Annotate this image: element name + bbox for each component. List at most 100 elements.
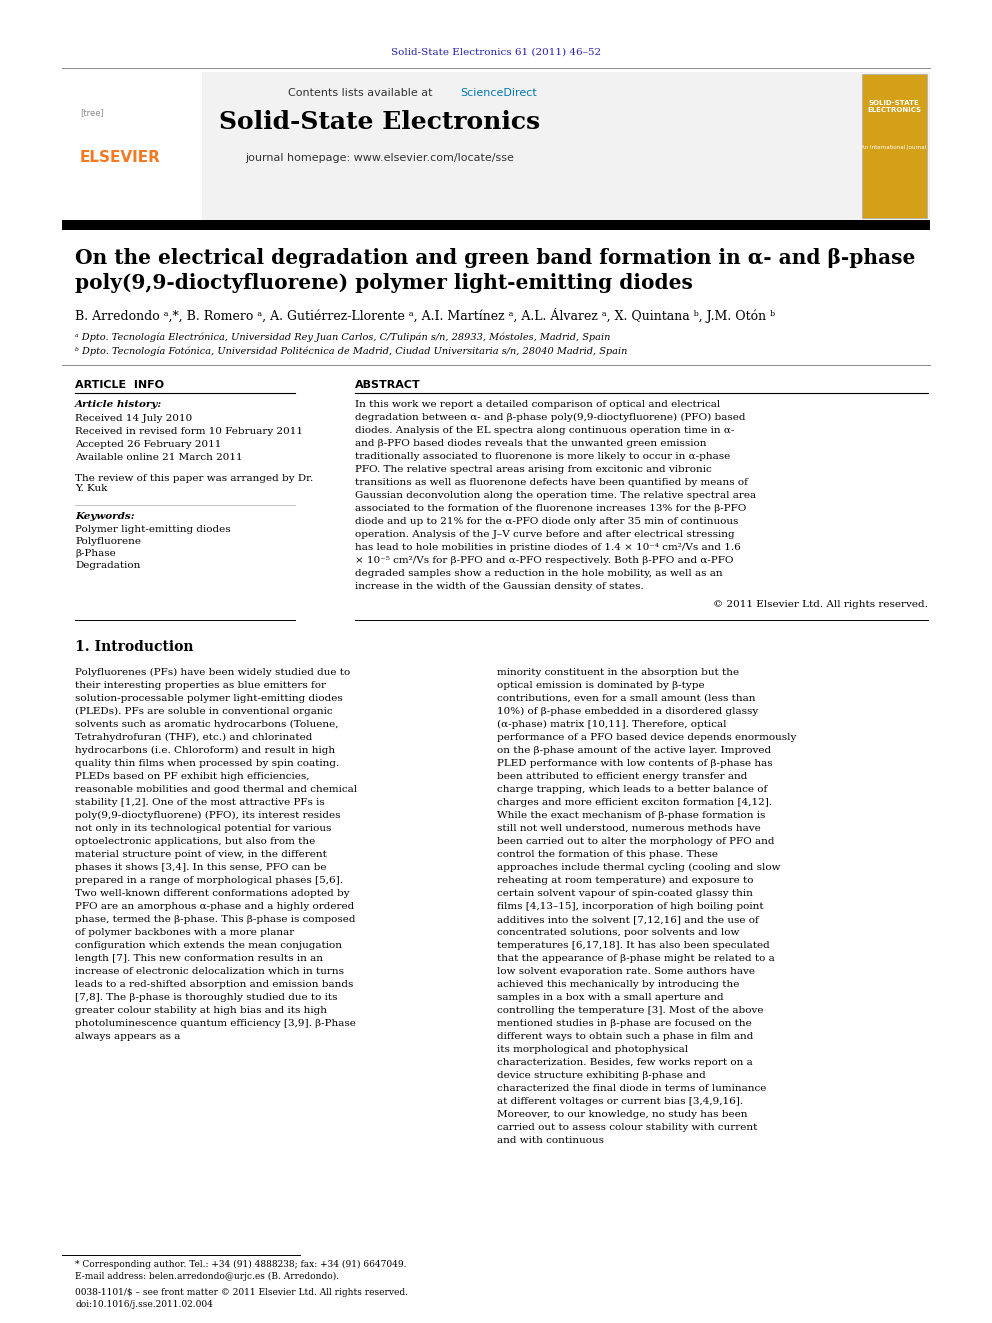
Text: solution-processable polymer light-emitting diodes: solution-processable polymer light-emitt…	[75, 695, 343, 703]
Text: photoluminescence quantum efficiency [3,9]. β-Phase: photoluminescence quantum efficiency [3,…	[75, 1019, 356, 1028]
Text: × 10⁻⁵ cm²/Vs for β-PFO and α-PFO respectively. Both β-PFO and α-PFO: × 10⁻⁵ cm²/Vs for β-PFO and α-PFO respec…	[355, 556, 733, 565]
Text: has lead to hole mobilities in pristine diodes of 1.4 × 10⁻⁴ cm²/Vs and 1.6: has lead to hole mobilities in pristine …	[355, 542, 741, 552]
Text: and β-PFO based diodes reveals that the unwanted green emission: and β-PFO based diodes reveals that the …	[355, 439, 706, 448]
Text: transitions as well as fluorenone defects have been quantified by means of: transitions as well as fluorenone defect…	[355, 478, 748, 487]
Text: journal homepage: www.elsevier.com/locate/sse: journal homepage: www.elsevier.com/locat…	[246, 153, 515, 163]
Text: charges and more efficient exciton formation [4,12].: charges and more efficient exciton forma…	[497, 798, 772, 807]
Text: (PLEDs). PFs are soluble in conventional organic: (PLEDs). PFs are soluble in conventional…	[75, 706, 332, 716]
Text: hydrocarbons (i.e. Chloroform) and result in high: hydrocarbons (i.e. Chloroform) and resul…	[75, 746, 335, 755]
Text: PFO. The relative spectral areas arising from excitonic and vibronic: PFO. The relative spectral areas arising…	[355, 464, 711, 474]
Text: Accepted 26 February 2011: Accepted 26 February 2011	[75, 441, 221, 448]
Text: ᵇ Dpto. Tecnología Fotónica, Universidad Politécnica de Madrid, Ciudad Universit: ᵇ Dpto. Tecnología Fotónica, Universidad…	[75, 347, 627, 356]
Text: low solvent evaporation rate. Some authors have: low solvent evaporation rate. Some autho…	[497, 967, 755, 976]
Bar	[62, 71, 930, 220]
Bar	[862, 74, 927, 218]
Text: optoelectronic applications, but also from the: optoelectronic applications, but also fr…	[75, 837, 315, 845]
Text: PFO are an amorphous α-phase and a highly ordered: PFO are an amorphous α-phase and a highl…	[75, 902, 354, 912]
Text: mentioned studies in β-phase are focused on the: mentioned studies in β-phase are focused…	[497, 1019, 752, 1028]
Text: certain solvent vapour of spin-coated glassy thin: certain solvent vapour of spin-coated gl…	[497, 889, 753, 898]
Text: Tetrahydrofuran (THF), etc.) and chlorinated: Tetrahydrofuran (THF), etc.) and chlorin…	[75, 733, 312, 742]
Text: diode and up to 21% for the α-PFO diode only after 35 min of continuous: diode and up to 21% for the α-PFO diode …	[355, 517, 738, 527]
Text: diodes. Analysis of the EL spectra along continuous operation time in α-: diodes. Analysis of the EL spectra along…	[355, 426, 734, 435]
Text: Received 14 July 2010: Received 14 July 2010	[75, 414, 192, 423]
Text: carried out to assess colour stability with current: carried out to assess colour stability w…	[497, 1123, 757, 1132]
Text: Contents lists available at: Contents lists available at	[288, 89, 433, 98]
Text: charge trapping, which leads to a better balance of: charge trapping, which leads to a better…	[497, 785, 767, 794]
Text: quality thin films when processed by spin coating.: quality thin films when processed by spi…	[75, 759, 339, 767]
Text: not only in its technological potential for various: not only in its technological potential …	[75, 824, 331, 833]
Text: controlling the temperature [3]. Most of the above: controlling the temperature [3]. Most of…	[497, 1005, 764, 1015]
Text: their interesting properties as blue emitters for: their interesting properties as blue emi…	[75, 681, 326, 691]
Text: characterized the final diode in terms of luminance: characterized the final diode in terms o…	[497, 1084, 767, 1093]
Text: Solid-State Electronics 61 (2011) 46–52: Solid-State Electronics 61 (2011) 46–52	[391, 48, 601, 57]
Text: β-Phase: β-Phase	[75, 549, 116, 558]
Text: 10%) of β-phase embedded in a disordered glassy: 10%) of β-phase embedded in a disordered…	[497, 706, 758, 716]
Text: temperatures [6,17,18]. It has also been speculated: temperatures [6,17,18]. It has also been…	[497, 941, 770, 950]
Text: optical emission is dominated by β-type: optical emission is dominated by β-type	[497, 681, 704, 691]
Text: [7,8]. The β-phase is thoroughly studied due to its: [7,8]. The β-phase is thoroughly studied…	[75, 994, 337, 1002]
Bar	[62, 220, 930, 230]
Text: traditionally associated to fluorenone is more likely to occur in α-phase: traditionally associated to fluorenone i…	[355, 452, 730, 460]
Text: different ways to obtain such a phase in film and: different ways to obtain such a phase in…	[497, 1032, 753, 1041]
Text: been attributed to efficient energy transfer and: been attributed to efficient energy tran…	[497, 773, 747, 781]
Text: (α-phase) matrix [10,11]. Therefore, optical: (α-phase) matrix [10,11]. Therefore, opt…	[497, 720, 726, 729]
Text: Solid-State Electronics: Solid-State Electronics	[219, 110, 541, 134]
Text: [tree]: [tree]	[80, 108, 104, 116]
Text: at different voltages or current bias [3,4,9,16].: at different voltages or current bias [3…	[497, 1097, 743, 1106]
Text: reheating at room temperature) and exposure to: reheating at room temperature) and expos…	[497, 876, 754, 885]
Text: ABSTRACT: ABSTRACT	[355, 380, 421, 390]
Text: Polymer light-emitting diodes: Polymer light-emitting diodes	[75, 525, 230, 534]
Text: * Corresponding author. Tel.: +34 (91) 4888238; fax: +34 (91) 6647049.: * Corresponding author. Tel.: +34 (91) 4…	[75, 1259, 407, 1269]
Text: Available online 21 March 2011: Available online 21 March 2011	[75, 452, 243, 462]
Text: poly(9,9-dioctyfluorene) (PFO), its interest resides: poly(9,9-dioctyfluorene) (PFO), its inte…	[75, 811, 340, 820]
Text: Article history:: Article history:	[75, 400, 163, 409]
Text: of polymer backbones with a more planar: of polymer backbones with a more planar	[75, 927, 295, 937]
Text: PLEDs based on PF exhibit high efficiencies,: PLEDs based on PF exhibit high efficienc…	[75, 773, 310, 781]
Text: operation. Analysis of the J–V curve before and after electrical stressing: operation. Analysis of the J–V curve bef…	[355, 531, 735, 538]
Text: characterization. Besides, few works report on a: characterization. Besides, few works rep…	[497, 1058, 753, 1068]
Text: length [7]. This new conformation results in an: length [7]. This new conformation result…	[75, 954, 323, 963]
Text: its morphological and photophysical: its morphological and photophysical	[497, 1045, 688, 1054]
Text: The review of this paper was arranged by Dr.
Y. Kuk: The review of this paper was arranged by…	[75, 474, 313, 493]
Text: An International Journal: An International Journal	[861, 146, 927, 149]
Text: increase in the width of the Gaussian density of states.: increase in the width of the Gaussian de…	[355, 582, 644, 591]
Text: doi:10.1016/j.sse.2011.02.004: doi:10.1016/j.sse.2011.02.004	[75, 1301, 213, 1308]
Text: degraded samples show a reduction in the hole mobility, as well as an: degraded samples show a reduction in the…	[355, 569, 722, 578]
Text: 0038-1101/$ – see front matter © 2011 Elsevier Ltd. All rights reserved.: 0038-1101/$ – see front matter © 2011 El…	[75, 1289, 408, 1297]
Text: On the electrical degradation and green band formation in α- and β-phase: On the electrical degradation and green …	[75, 247, 916, 269]
Text: performance of a PFO based device depends enormously: performance of a PFO based device depend…	[497, 733, 797, 742]
Text: Polyfluorenes (PFs) have been widely studied due to: Polyfluorenes (PFs) have been widely stu…	[75, 668, 350, 677]
Text: PLED performance with low contents of β-phase has: PLED performance with low contents of β-…	[497, 759, 773, 767]
Text: Moreover, to our knowledge, no study has been: Moreover, to our knowledge, no study has…	[497, 1110, 748, 1119]
Text: increase of electronic delocalization which in turns: increase of electronic delocalization wh…	[75, 967, 344, 976]
Text: been carried out to alter the morphology of PFO and: been carried out to alter the morphology…	[497, 837, 775, 845]
Text: approaches include thermal cycling (cooling and slow: approaches include thermal cycling (cool…	[497, 863, 781, 872]
Text: ᵃ Dpto. Tecnología Electrónica, Universidad Rey Juan Carlos, C/Tulipán s/n, 2893: ᵃ Dpto. Tecnología Electrónica, Universi…	[75, 332, 610, 341]
Text: Received in revised form 10 February 2011: Received in revised form 10 February 201…	[75, 427, 303, 437]
Text: associated to the formation of the fluorenone increases 13% for the β-PFO: associated to the formation of the fluor…	[355, 504, 746, 513]
Text: device structure exhibiting β-phase and: device structure exhibiting β-phase and	[497, 1072, 705, 1080]
Text: configuration which extends the mean conjugation: configuration which extends the mean con…	[75, 941, 342, 950]
Text: greater colour stability at high bias and its high: greater colour stability at high bias an…	[75, 1005, 327, 1015]
Text: and with continuous: and with continuous	[497, 1136, 604, 1144]
Text: In this work we report a detailed comparison of optical and electrical: In this work we report a detailed compar…	[355, 400, 720, 409]
Text: Gaussian deconvolution along the operation time. The relative spectral area: Gaussian deconvolution along the operati…	[355, 491, 756, 500]
Text: E-mail address: belen.arredondo@urjc.es (B. Arredondo).: E-mail address: belen.arredondo@urjc.es …	[75, 1271, 339, 1281]
Text: on the β-phase amount of the active layer. Improved: on the β-phase amount of the active laye…	[497, 746, 771, 755]
Text: leads to a red-shifted absorption and emission bands: leads to a red-shifted absorption and em…	[75, 980, 353, 990]
Text: 1. Introduction: 1. Introduction	[75, 640, 193, 654]
Text: ARTICLE  INFO: ARTICLE INFO	[75, 380, 164, 390]
Text: films [4,13–15], incorporation of high boiling point: films [4,13–15], incorporation of high b…	[497, 902, 764, 912]
Text: © 2011 Elsevier Ltd. All rights reserved.: © 2011 Elsevier Ltd. All rights reserved…	[713, 601, 928, 609]
Text: SOLID-STATE
ELECTRONICS: SOLID-STATE ELECTRONICS	[867, 101, 921, 112]
Text: always appears as a: always appears as a	[75, 1032, 181, 1041]
Text: Keywords:: Keywords:	[75, 512, 135, 521]
Text: additives into the solvent [7,12,16] and the use of: additives into the solvent [7,12,16] and…	[497, 916, 759, 923]
Text: prepared in a range of morphological phases [5,6].: prepared in a range of morphological pha…	[75, 876, 343, 885]
Text: Polyfluorene: Polyfluorene	[75, 537, 141, 546]
Text: ScienceDirect: ScienceDirect	[460, 89, 537, 98]
Text: stability [1,2]. One of the most attractive PFs is: stability [1,2]. One of the most attract…	[75, 798, 324, 807]
Text: reasonable mobilities and good thermal and chemical: reasonable mobilities and good thermal a…	[75, 785, 357, 794]
Text: phases it shows [3,4]. In this sense, PFO can be: phases it shows [3,4]. In this sense, PF…	[75, 863, 326, 872]
Text: achieved this mechanically by introducing the: achieved this mechanically by introducin…	[497, 980, 739, 990]
